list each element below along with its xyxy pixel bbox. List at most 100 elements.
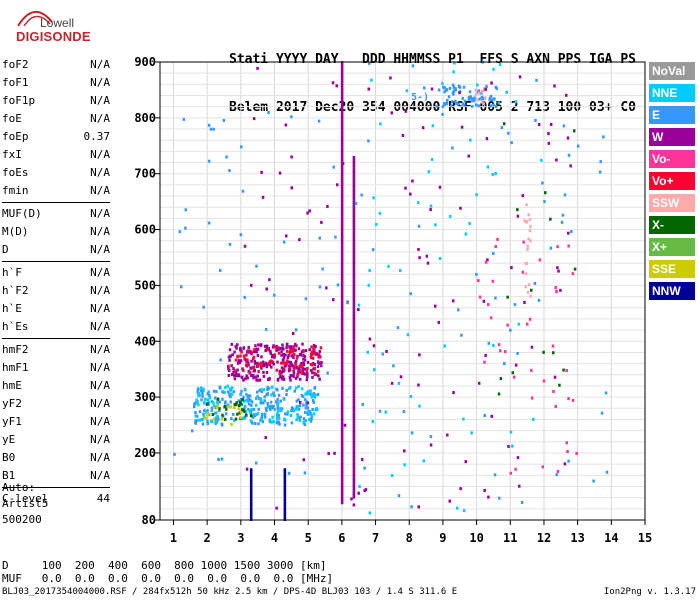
echo-point — [403, 449, 406, 453]
echo-point — [314, 345, 317, 349]
echo-point — [327, 451, 330, 455]
echo-point — [237, 373, 241, 377]
echo-point — [200, 398, 203, 402]
echo-point — [182, 117, 186, 121]
echo-point — [197, 403, 200, 407]
echo-point — [300, 393, 304, 397]
echo-point — [352, 316, 356, 320]
echo-point — [385, 349, 388, 353]
echo-point — [297, 385, 300, 389]
echo-point — [207, 221, 211, 225]
echo-point — [310, 395, 313, 399]
echo-point — [239, 397, 243, 401]
echo-point — [352, 161, 356, 164]
echo-point — [249, 411, 253, 415]
echo-point — [229, 392, 233, 396]
echo-point — [256, 364, 260, 368]
echo-point — [305, 370, 309, 374]
echo-point — [303, 355, 307, 359]
echo-point — [310, 350, 314, 354]
echo-point — [309, 369, 313, 373]
echo-point — [514, 467, 517, 471]
echo-point — [463, 99, 467, 103]
echo-point — [524, 285, 528, 289]
echo-point — [340, 233, 344, 237]
echo-point — [320, 360, 323, 364]
echo-point — [555, 473, 558, 477]
echo-point — [558, 383, 561, 387]
echo-point — [343, 423, 347, 427]
echo-point — [263, 344, 267, 348]
echo-point — [275, 346, 279, 350]
param-row-d: D N/A — [2, 241, 110, 259]
echo-point — [340, 77, 344, 81]
echo-point — [340, 479, 344, 483]
param-row-fxi: fxI N/A — [2, 146, 110, 164]
echo-point — [340, 324, 344, 327]
echo-point — [340, 315, 344, 319]
echo-point — [372, 368, 376, 372]
echo-point — [340, 171, 344, 175]
echo-point — [340, 319, 344, 322]
echo-point — [497, 496, 501, 500]
echo-point — [497, 343, 501, 347]
echo-point — [352, 212, 356, 216]
echo-point — [253, 359, 256, 363]
echo-point — [257, 422, 260, 426]
echo-point — [547, 132, 550, 136]
param-label: foEs — [2, 166, 29, 179]
echo-point — [340, 138, 344, 141]
param-row-h-f: h`F N/A — [2, 264, 110, 282]
echo-point — [245, 467, 249, 471]
param-row-fmin: fmin N/A — [2, 182, 110, 200]
echo-point — [352, 353, 356, 357]
echo-point — [301, 342, 304, 346]
echo-point — [352, 325, 356, 328]
x-tick-label: 12 — [537, 531, 551, 545]
echo-point — [317, 374, 320, 378]
echo-point — [403, 463, 406, 467]
echo-point — [255, 412, 258, 416]
echo-point — [340, 134, 344, 138]
echo-point — [461, 96, 464, 100]
echo-point — [340, 114, 344, 118]
echo-point — [340, 478, 344, 481]
echo-point — [283, 488, 287, 491]
echo-point — [246, 376, 249, 380]
echo-point — [340, 362, 344, 366]
param-row-hme: hmE N/A — [2, 377, 110, 395]
echo-point — [270, 385, 274, 389]
echo-point — [352, 320, 356, 323]
echo-point — [405, 89, 409, 93]
echo-point — [315, 373, 318, 377]
echo-point — [494, 296, 497, 300]
echo-point — [352, 412, 356, 415]
echo-point — [340, 186, 344, 190]
echo-point — [530, 368, 533, 372]
echo-point — [311, 356, 315, 360]
echo-point — [333, 451, 336, 455]
echo-point — [302, 420, 306, 424]
echo-point — [266, 393, 269, 397]
echo-point — [477, 89, 481, 93]
echo-point — [352, 268, 356, 271]
echo-point — [352, 405, 356, 409]
echo-point — [340, 329, 344, 332]
echo-point — [198, 410, 202, 414]
echo-point — [485, 84, 488, 88]
echo-point — [206, 409, 209, 413]
echo-point — [283, 515, 287, 518]
echo-point — [228, 242, 232, 246]
echo-point — [352, 383, 356, 387]
echo-point — [541, 465, 545, 469]
echo-point — [381, 352, 384, 356]
echo-point — [309, 362, 313, 366]
echo-point — [276, 360, 279, 364]
echo-point — [470, 431, 473, 435]
echo-point — [340, 278, 344, 282]
echo-point — [409, 192, 412, 196]
param-label: MUF(D) — [2, 207, 42, 220]
echo-point — [565, 441, 568, 445]
echo-point — [309, 389, 312, 393]
echo-point — [285, 343, 289, 347]
